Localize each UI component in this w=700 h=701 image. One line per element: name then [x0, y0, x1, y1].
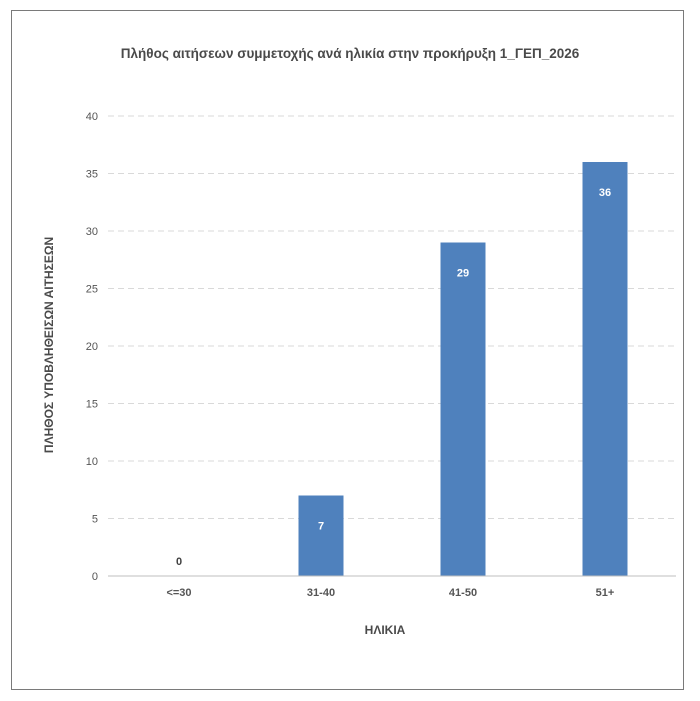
gridlines: [108, 115, 676, 519]
bar: [440, 242, 486, 576]
y-axis-title: ΠΛΗΘΟΣ ΥΠΟΒΛΗΘΕΙΣΩΝ ΑΙΤΗΣΕΩΝ: [42, 237, 56, 453]
y-tick-label: 30: [86, 226, 98, 238]
y-tick-label: 20: [86, 341, 98, 353]
x-axis-title: ΗΛΙΚΙΑ: [365, 623, 406, 637]
y-tick-label: 35: [86, 169, 98, 181]
chart-title: Πλήθος αιτήσεων συμμετοχής ανά ηλικία στ…: [121, 46, 580, 61]
bar: [298, 495, 344, 576]
data-label: 7: [318, 521, 324, 533]
data-label: 29: [457, 268, 469, 280]
y-tick-label: 0: [92, 571, 98, 583]
data-label: 0: [176, 556, 182, 568]
bars: 0 7 29 36: [176, 162, 628, 576]
y-axis-ticks: 0 5 10 15 20 25 30 35 40: [86, 111, 98, 583]
bar: [582, 162, 628, 576]
data-label: 36: [599, 187, 611, 199]
x-tick-label: <=30: [166, 587, 191, 599]
x-tick-label: 41-50: [449, 587, 477, 599]
y-tick-label: 10: [86, 456, 98, 468]
y-tick-label: 15: [86, 399, 98, 411]
y-tick-label: 40: [86, 111, 98, 123]
y-tick-label: 25: [86, 284, 98, 296]
x-axis-ticks: <=30 31-40 41-50 51+: [166, 587, 614, 599]
y-tick-label: 5: [92, 514, 98, 526]
x-tick-label: 31-40: [307, 587, 335, 599]
chart-frame: [11, 10, 684, 690]
x-tick-label: 51+: [596, 587, 615, 599]
